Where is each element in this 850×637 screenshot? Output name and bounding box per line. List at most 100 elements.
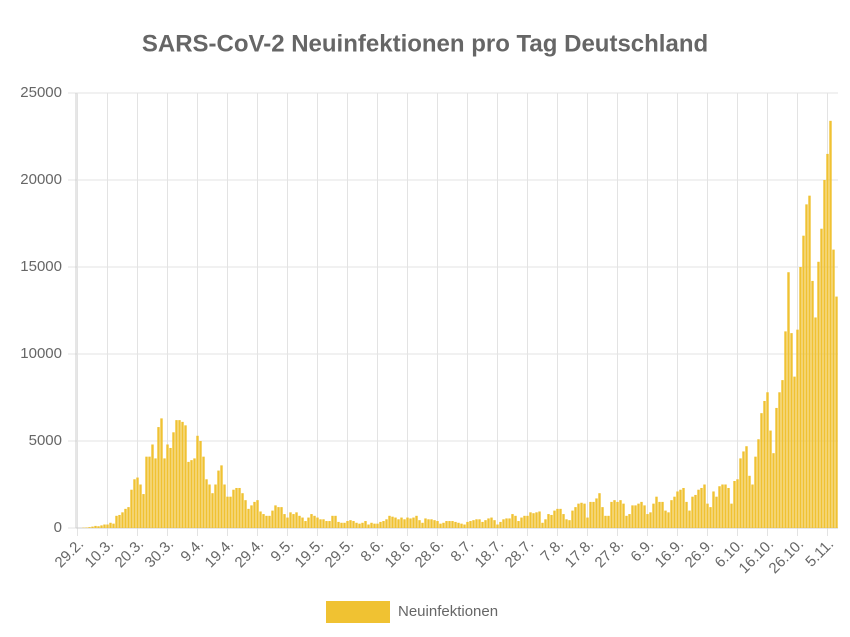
bar [412, 517, 415, 528]
bar [691, 496, 694, 528]
bar [751, 484, 754, 528]
bar [391, 516, 394, 528]
bar [139, 484, 142, 528]
x-tick-label: 18.7. [472, 536, 508, 572]
bar [427, 519, 430, 528]
bar [643, 505, 646, 528]
bar [628, 514, 631, 528]
bar [109, 522, 112, 528]
bar [415, 515, 418, 528]
bar [142, 494, 145, 528]
bar [277, 507, 280, 528]
x-tick-label: 16.9. [652, 536, 688, 572]
bar [193, 458, 196, 528]
bar [784, 331, 787, 528]
bar [115, 515, 118, 528]
bar [577, 503, 580, 528]
bar [250, 505, 253, 528]
bar [718, 486, 721, 528]
y-tick-label: 25000 [20, 84, 62, 101]
bar [790, 333, 793, 528]
bar [259, 511, 262, 528]
bar [406, 517, 409, 528]
bar [184, 425, 187, 528]
y-tick-label: 5000 [29, 432, 62, 449]
bar [589, 501, 592, 528]
bar [697, 489, 700, 528]
bar [154, 458, 157, 528]
bar [268, 515, 271, 528]
bar [352, 521, 355, 528]
bar [403, 519, 406, 528]
bar [163, 458, 166, 528]
bar [796, 329, 799, 528]
bar [124, 508, 127, 528]
bar [529, 512, 532, 528]
bar [556, 508, 559, 528]
bar [757, 439, 760, 528]
bar [727, 487, 730, 528]
bar [595, 498, 598, 528]
bar [775, 407, 778, 528]
bar [670, 500, 673, 528]
bar [724, 484, 727, 528]
bar [781, 380, 784, 528]
bar [196, 435, 199, 528]
bar [325, 521, 328, 528]
x-tick-label: 29.4. [232, 536, 268, 572]
bar [562, 514, 565, 528]
bar [220, 465, 223, 528]
y-tick-label: 20000 [20, 171, 62, 188]
bar [442, 522, 445, 528]
bar [793, 376, 796, 528]
bar [511, 514, 514, 528]
bar [136, 477, 139, 528]
bar [448, 521, 451, 528]
bar [571, 510, 574, 528]
bar [235, 487, 238, 528]
bar [283, 514, 286, 528]
bar [763, 400, 766, 528]
bar [151, 444, 154, 528]
bar [211, 493, 214, 528]
bar [778, 392, 781, 528]
bar [121, 512, 124, 528]
bar [199, 441, 202, 528]
bar [679, 489, 682, 528]
bar [760, 413, 763, 528]
bar [316, 517, 319, 528]
bar [637, 503, 640, 528]
bar [715, 496, 718, 528]
bar [520, 517, 523, 528]
bar [640, 501, 643, 528]
bar [331, 515, 334, 528]
bar [787, 272, 790, 528]
bar [421, 522, 424, 528]
bar [103, 524, 106, 528]
bar [472, 520, 475, 528]
bar [385, 519, 388, 528]
x-tick-label: 29.2. [52, 536, 88, 572]
bar [175, 420, 178, 528]
bar [337, 521, 340, 528]
bar [514, 515, 517, 528]
bar [547, 514, 550, 528]
x-tick-label: 19.5. [292, 536, 328, 572]
bar [664, 510, 667, 528]
bar [667, 512, 670, 528]
x-tick-label: 30.3. [142, 536, 178, 572]
bar [88, 527, 91, 528]
bar [733, 481, 736, 528]
bar [586, 517, 589, 528]
bar [247, 508, 250, 528]
bar [160, 418, 163, 528]
bar [94, 525, 97, 528]
bar [232, 489, 235, 528]
chart-title: SARS-CoV-2 Neuinfektionen pro Tag Deutsc… [142, 30, 708, 57]
bar [373, 523, 376, 528]
bar [502, 519, 505, 528]
x-tick-label: 26.9. [682, 536, 718, 572]
bar [304, 521, 307, 528]
bar [256, 500, 259, 528]
